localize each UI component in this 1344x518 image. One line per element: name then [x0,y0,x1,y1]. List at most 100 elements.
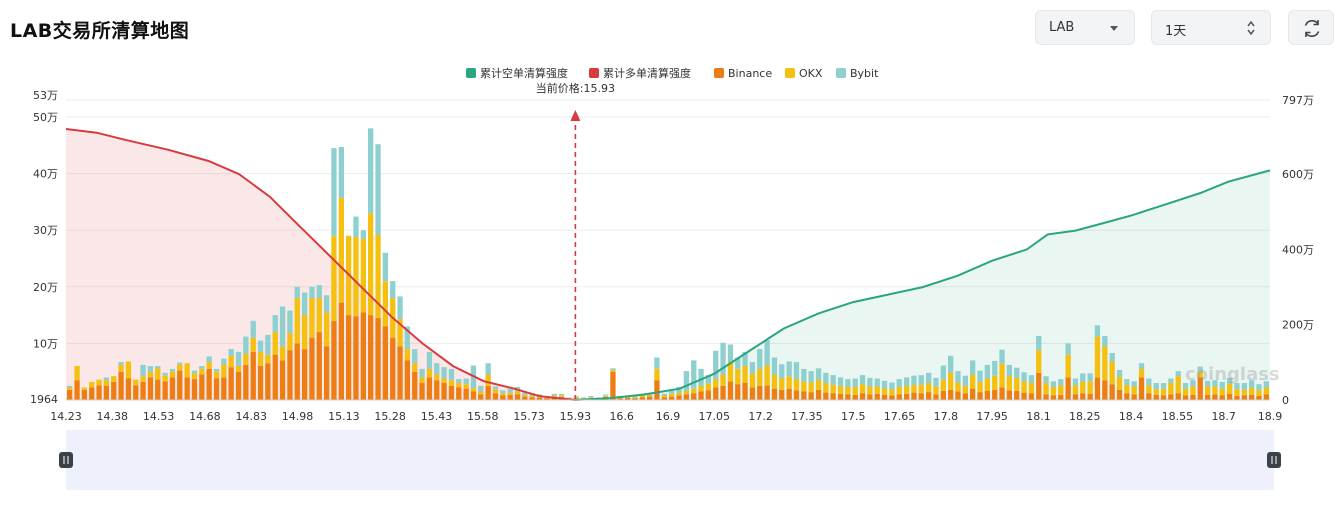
bar-bybit [1006,364,1012,377]
bar-binance [874,393,880,400]
bar-binance [67,389,73,400]
watermark: coinglass [1185,364,1280,385]
x-tick-label: 15.93 [560,410,592,423]
range-slider-handle-right[interactable] [1267,452,1281,468]
bar-okx [1256,389,1262,396]
bar-binance [742,383,748,400]
bar-bybit [155,366,161,369]
bar-okx [779,378,785,390]
bar-binance [426,377,433,400]
bar-bybit [103,377,109,381]
bar-binance [1036,372,1042,400]
bar-okx [713,379,719,388]
bar-bybit [881,380,888,389]
bar-okx [272,332,278,355]
bar-bybit [1146,378,1152,386]
bar-bybit [492,386,499,390]
bar-okx [169,371,176,378]
bar-bybit [1072,378,1079,386]
bar-okx [412,363,418,372]
bar-okx [89,381,95,388]
bar-okx [434,374,440,381]
bar-binance [118,371,124,400]
bar-binance [815,389,822,400]
bar-binance [1256,396,1262,400]
bar-okx [661,395,667,398]
x-tick-label: 14.68 [189,410,221,423]
bar-bybit [1109,353,1115,362]
bar-bybit [683,371,689,391]
bar-okx [757,368,763,386]
bar-binance [133,385,139,400]
bar-bybit [720,342,726,375]
symbol-select[interactable]: LAB [1035,10,1135,45]
bar-binance [404,360,410,400]
y-right-tick-label: 400万 [1282,243,1314,256]
bar-binance [536,397,543,400]
bar-binance [713,387,719,400]
bar-okx [353,237,359,317]
bar-bybit [896,379,902,387]
bar-okx [404,349,410,361]
bar-bybit [257,340,264,352]
bar-bybit [823,372,829,383]
time-range-select[interactable]: 1天 [1151,10,1271,45]
up-down-arrows-icon [1247,20,1255,36]
bar-binance [1006,390,1012,400]
range-slider-grip [59,452,73,468]
bar-binance [1043,394,1049,400]
bar-bybit [522,392,528,395]
bar-okx [478,391,484,395]
bar-okx [867,386,873,395]
x-tick-label: 17.35 [791,410,823,423]
bar-bybit [742,351,748,367]
bar-okx [67,387,73,390]
bar-binance [1168,394,1174,400]
bar-okx [889,389,895,396]
x-tick-label: 16.6 [609,410,634,423]
bar-binance [962,393,968,400]
bar-bybit [1160,383,1167,389]
long-cum-area [66,128,576,400]
bar-binance [147,377,154,400]
bar-binance [837,393,844,400]
bar-okx [1116,376,1123,390]
bar-bybit [1058,379,1064,386]
bar-binance [213,378,220,400]
bar-okx [1087,381,1093,394]
refresh-button[interactable] [1288,10,1334,45]
bar-okx [1138,368,1145,378]
bar-okx [705,383,711,391]
bar-okx [1146,385,1152,394]
bar-binance [125,378,132,400]
bar-binance [419,383,425,400]
bar-bybit [874,378,880,387]
bar-bybit [265,334,271,355]
bar-bybit [573,396,579,398]
x-tick-label: 18.9 [1258,410,1283,423]
bar-okx [801,381,807,392]
bar-okx [764,365,770,386]
bar-okx [155,368,161,380]
y-left-tick-label: 30万 [33,224,58,237]
bar-bybit [228,349,234,356]
bar-okx [1131,386,1137,395]
bar-bybit [1021,372,1027,382]
bar-okx [1160,388,1167,396]
bar-bybit [918,375,924,385]
bar-bybit [926,372,932,383]
x-tick-label: 18.1 [1026,410,1051,423]
x-tick-label: 15.43 [421,410,453,423]
bar-bybit [338,147,344,198]
bar-binance [1065,377,1071,400]
bar-okx [1197,371,1203,378]
bar-okx [96,379,102,386]
bar-bybit [456,379,462,384]
bar-bybit [779,364,785,379]
bar-binance [235,371,242,400]
bar-binance [353,316,359,400]
bar-bybit [375,144,381,235]
bar-binance [992,389,998,400]
bar-okx [603,395,609,397]
range-slider-handle-left[interactable] [59,452,73,468]
